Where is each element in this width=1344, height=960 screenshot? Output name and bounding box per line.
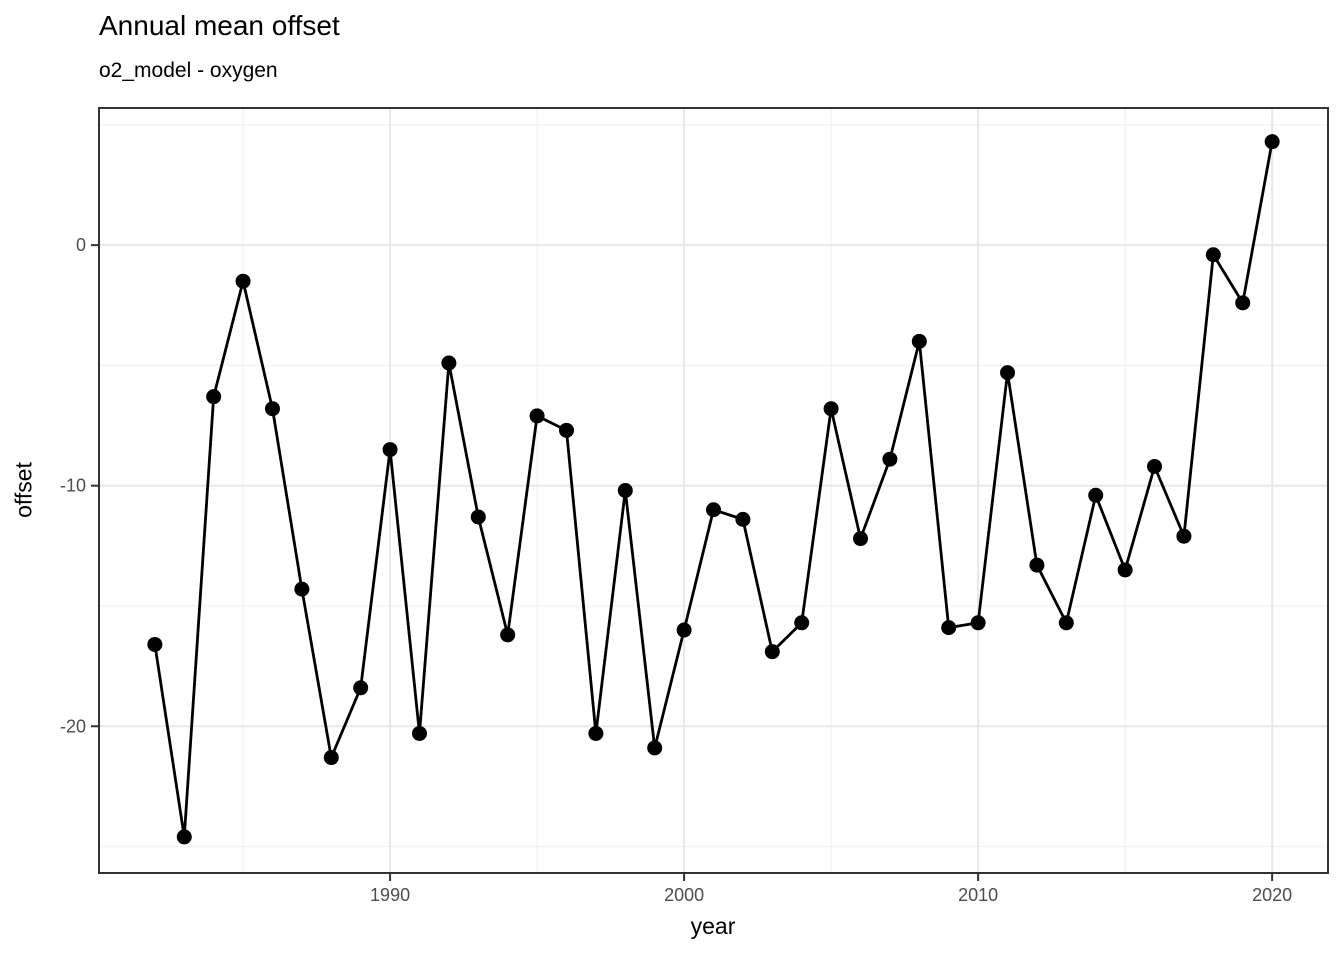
data-point [206,389,222,405]
data-point [1058,615,1074,631]
data-point [588,725,604,741]
x-tick-label: 2020 [1252,885,1292,905]
data-point [764,644,780,660]
panel-border [98,107,1329,874]
data-point [1029,557,1045,573]
data-point [500,627,516,643]
data-point [647,740,663,756]
data-point [1235,295,1251,311]
x-tick-label: 2000 [664,885,704,905]
data-point [853,531,869,547]
data-point [882,451,898,467]
data-point [382,442,398,458]
data-point [1205,247,1221,263]
data-point [1117,562,1133,578]
data-point [911,333,927,349]
data-point [676,622,692,638]
data-point [1000,365,1016,381]
data-point [735,511,751,527]
x-tick-label: 1990 [370,885,410,905]
data-point [264,401,280,417]
data-point [1147,458,1163,474]
data-point [353,680,369,696]
data-point [294,581,310,597]
data-point [1176,528,1192,544]
data-point [941,620,957,636]
data-point [558,422,574,438]
data-point [411,725,427,741]
data-point [970,615,986,631]
x-tick-label: 2010 [958,885,998,905]
data-point [529,408,545,424]
data-point [1088,487,1104,503]
data-point [706,502,721,518]
data-point [441,355,457,371]
data-point [323,750,339,766]
data-point [470,509,486,525]
y-tick-label: -10 [60,476,86,496]
x-axis-title: year [690,913,736,939]
chart-title: Annual mean offset [99,10,340,41]
data-point [617,483,633,498]
y-axis-title: offset [10,462,37,518]
data-point [176,829,192,845]
y-tick-label: 0 [76,235,86,255]
y-tick-label: -20 [60,716,86,736]
data-point [823,401,839,417]
chart-subtitle: o2_model - oxygen [99,59,278,82]
data-point [147,636,163,652]
data-point [794,615,810,631]
data-point [235,273,251,289]
data-point [1264,134,1280,150]
panel-background [99,108,1328,873]
